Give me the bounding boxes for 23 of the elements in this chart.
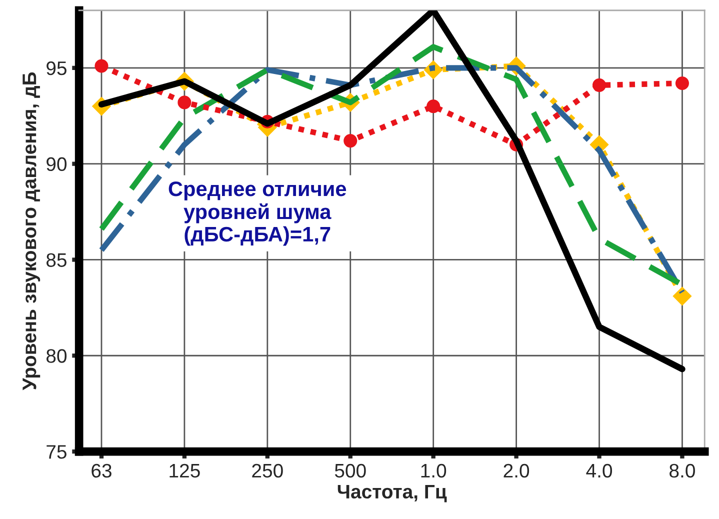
point <box>592 78 606 92</box>
point <box>426 100 440 114</box>
point <box>94 59 108 73</box>
y-tick-label: 75 <box>46 445 66 459</box>
x-tick-label: 8.0 <box>670 464 695 478</box>
x-axis-title: Частота, Гц <box>338 484 447 502</box>
y-tick-label: 80 <box>46 349 67 363</box>
point <box>178 96 192 110</box>
x-tick-label: 500 <box>334 464 366 478</box>
x-tick-label: 63 <box>92 464 112 478</box>
point <box>344 134 358 148</box>
x-tick-label: 125 <box>170 464 200 478</box>
x-tick-label: 4.0 <box>586 464 612 478</box>
point <box>672 286 692 306</box>
y-tick-label: 85 <box>46 253 66 267</box>
y-tick-label: 90 <box>46 157 67 172</box>
y-axis-title: Уровень звукового давления, дБ <box>22 72 40 390</box>
x-tick-label: 1.0 <box>421 464 446 478</box>
point <box>675 76 689 90</box>
x-tick-label: 2.0 <box>504 464 530 478</box>
x-tick-label: 250 <box>252 464 283 478</box>
annotation: Среднее отличие уровней шума (дБС-дБА)=1,7 <box>168 181 346 246</box>
y-tick-label: 95 <box>46 61 66 76</box>
